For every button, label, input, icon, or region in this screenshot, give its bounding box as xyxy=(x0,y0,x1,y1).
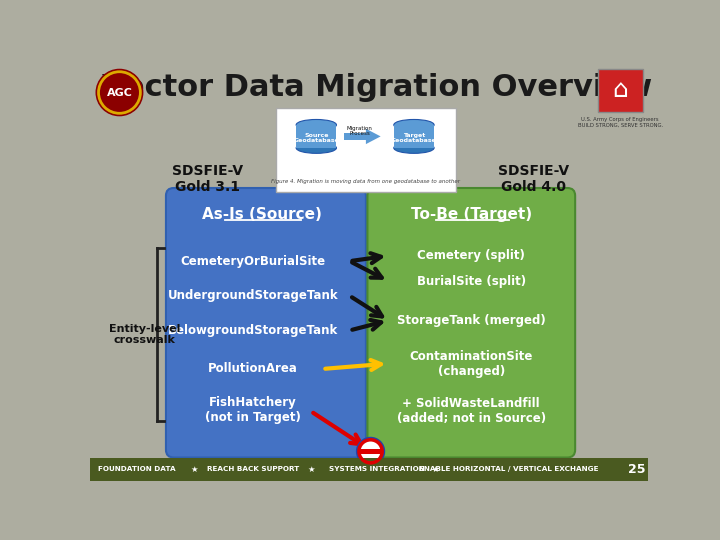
Text: Figure 4. Migration is moving data from one geodatabase to another: Figure 4. Migration is moving data from … xyxy=(271,179,460,184)
Text: As-Is (Source): As-Is (Source) xyxy=(202,207,322,222)
Circle shape xyxy=(359,440,382,463)
Text: Entity-level
crosswalk: Entity-level crosswalk xyxy=(109,323,180,345)
Text: SDSFIE-V
Gold 3.1: SDSFIE-V Gold 3.1 xyxy=(172,164,243,194)
Circle shape xyxy=(356,437,384,465)
Text: PollutionArea: PollutionArea xyxy=(208,362,297,375)
Text: UndergroundStorageTank: UndergroundStorageTank xyxy=(168,289,338,302)
Circle shape xyxy=(96,70,143,116)
Polygon shape xyxy=(366,129,381,144)
Text: ★: ★ xyxy=(431,464,438,474)
Text: BelowgroundStorageTank: BelowgroundStorageTank xyxy=(168,324,338,337)
FancyBboxPatch shape xyxy=(296,125,336,148)
Text: Cemetery (split): Cemetery (split) xyxy=(418,249,525,262)
Text: Source
Geodatabase: Source Geodatabase xyxy=(294,132,339,143)
Ellipse shape xyxy=(394,119,434,130)
Text: AGC: AGC xyxy=(107,87,132,98)
Text: ⌂: ⌂ xyxy=(612,78,628,102)
Text: U.S. Army Corps of Engineers
BUILD STRONG, SERVE STRONG.: U.S. Army Corps of Engineers BUILD STRON… xyxy=(577,117,662,128)
Text: Target
Geodatabase: Target Geodatabase xyxy=(391,132,437,143)
Text: ENABLE HORIZONTAL / VERTICAL EXCHANGE: ENABLE HORIZONTAL / VERTICAL EXCHANGE xyxy=(419,466,598,472)
Text: + SolidWasteLandfill
(added; not in Source): + SolidWasteLandfill (added; not in Sour… xyxy=(397,397,546,426)
Ellipse shape xyxy=(394,143,434,153)
Ellipse shape xyxy=(296,143,336,153)
Text: FOUNDATION DATA: FOUNDATION DATA xyxy=(98,466,175,472)
Text: BurialSite (split): BurialSite (split) xyxy=(417,275,526,288)
Text: To-Be (Target): To-Be (Target) xyxy=(410,207,532,222)
Ellipse shape xyxy=(296,119,336,130)
Text: REACH BACK SUPPORT: REACH BACK SUPPORT xyxy=(207,466,299,472)
FancyBboxPatch shape xyxy=(90,457,648,481)
FancyBboxPatch shape xyxy=(360,449,382,454)
Text: ★: ★ xyxy=(307,464,315,474)
Text: SDSFIE-V
Gold 4.0: SDSFIE-V Gold 4.0 xyxy=(498,164,569,194)
FancyBboxPatch shape xyxy=(394,125,434,148)
FancyBboxPatch shape xyxy=(344,132,366,140)
FancyBboxPatch shape xyxy=(276,108,456,192)
Text: ContaminationSite
(changed): ContaminationSite (changed) xyxy=(410,349,533,377)
FancyBboxPatch shape xyxy=(166,188,366,457)
Text: SYSTEMS INTEGRATION: SYSTEMS INTEGRATION xyxy=(329,466,425,472)
Text: ★: ★ xyxy=(191,464,199,474)
Text: FishHatchery
(not in Target): FishHatchery (not in Target) xyxy=(204,396,301,424)
Text: Vector Data Migration Overview: Vector Data Migration Overview xyxy=(102,73,652,103)
Text: 25: 25 xyxy=(629,463,646,476)
Text: Migration
Process: Migration Process xyxy=(347,126,373,137)
FancyBboxPatch shape xyxy=(367,188,575,457)
FancyBboxPatch shape xyxy=(598,69,642,112)
Text: CemeteryOrBurialSite: CemeteryOrBurialSite xyxy=(180,255,325,268)
Text: StorageTank (merged): StorageTank (merged) xyxy=(397,314,546,327)
